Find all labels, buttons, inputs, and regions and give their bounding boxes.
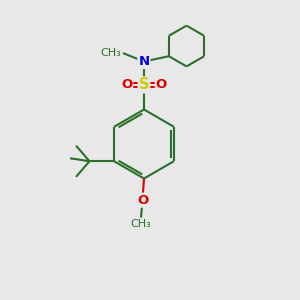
Text: O: O: [156, 78, 167, 92]
Text: CH₃: CH₃: [130, 219, 152, 229]
Text: O: O: [137, 194, 148, 207]
Text: O: O: [121, 78, 132, 92]
Text: CH₃: CH₃: [101, 48, 122, 58]
Text: S: S: [139, 77, 149, 92]
Text: N: N: [138, 55, 150, 68]
